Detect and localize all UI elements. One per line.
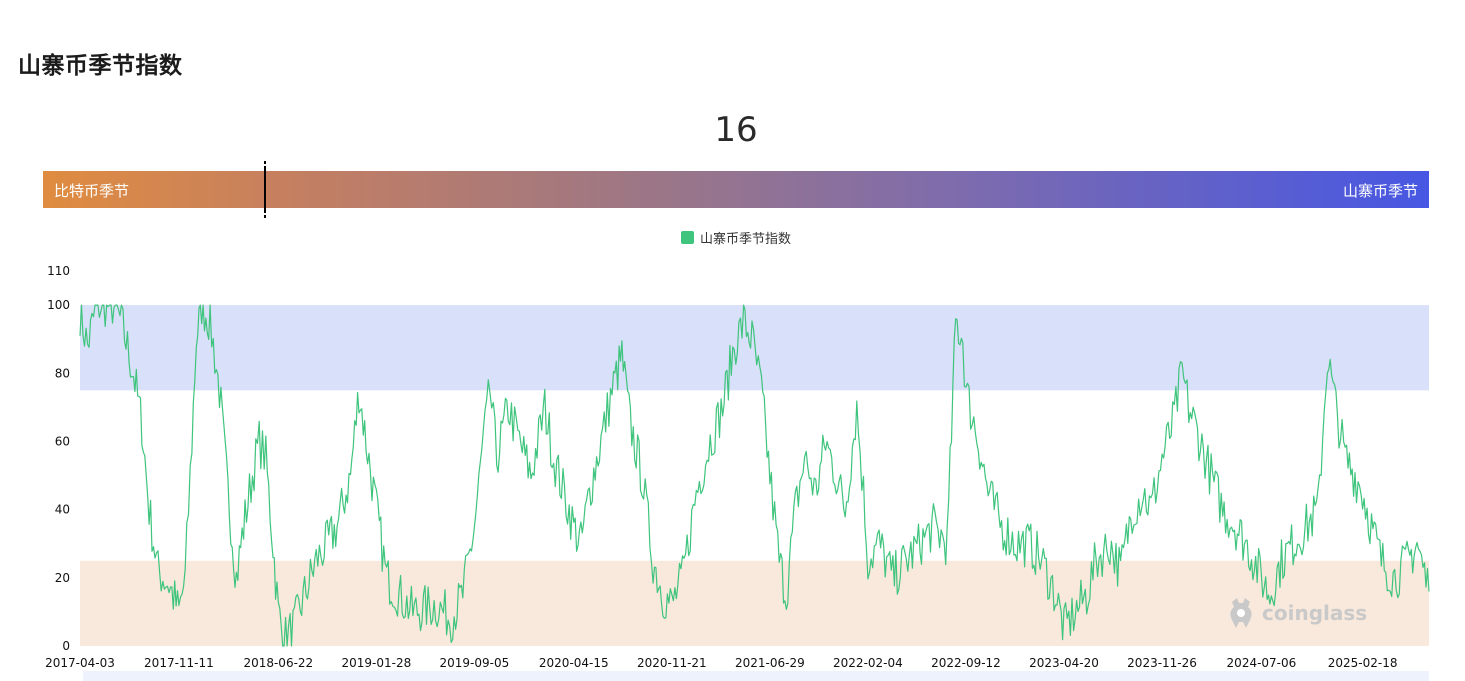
x-tick-label: 2022-09-12 [931,656,1001,670]
x-tick-label: 2023-04-20 [1029,656,1099,670]
x-axis: 2017-04-03 2017-11-11 2018-06-22 2019-01-28… [45,656,1397,670]
bitcoin-season-label: 比特币季节 [54,182,130,200]
y-tick-label: 100 [47,298,70,312]
series-layer [79,304,1430,647]
season-gauge-bar: 比特币季节 山寨币季节 [43,161,1429,218]
altcoin-season-label: 山寨币季节 [1342,182,1418,200]
coinglass-watermark: coinglass [1228,598,1367,628]
x-tick-label: 2024-07-06 [1227,656,1297,670]
range-slider-track[interactable] [83,671,1429,681]
x-tick-label: 2018-06-22 [243,656,313,670]
current-index-value: 16 [714,110,758,150]
x-tick-label: 2022-02-04 [833,656,903,670]
chart-band-0 [80,305,1429,391]
coinglass-logo-icon [1230,598,1252,628]
chart-legend[interactable]: 山寨币季节指数 [0,228,1465,247]
y-axis: 0 20 40 60 80 100 110 [47,264,70,653]
y-tick-label: 80 [55,366,70,380]
x-tick-label: 2019-01-28 [341,656,411,670]
chart-band-1 [80,560,1429,646]
x-tick-label: 2025-02-18 [1328,656,1398,670]
y-tick-label: 20 [55,571,70,585]
chart-bands [80,305,1429,646]
x-tick-label: 2021-06-29 [735,656,805,670]
series-line-0[interactable] [79,304,1430,647]
gauge-current-marker [263,161,266,218]
y-tick-label: 60 [55,434,70,448]
legend-swatch [680,231,694,244]
page-title: 山寨币季节指数 [18,53,183,79]
watermark-text: coinglass [1262,601,1368,625]
x-tick-label: 2020-11-21 [637,656,707,670]
y-tick-label: 110 [47,264,70,278]
x-tick-label: 2020-04-15 [539,656,609,670]
x-tick-label: 2017-04-03 [45,656,115,670]
y-tick-label: 0 [62,639,70,653]
legend-label: 山寨币季节指数 [699,232,791,247]
x-tick-label: 2023-11-26 [1127,656,1197,670]
y-tick-label: 40 [55,503,70,517]
x-tick-label: 2019-09-05 [440,656,510,670]
x-tick-label: 2017-11-11 [144,656,214,670]
